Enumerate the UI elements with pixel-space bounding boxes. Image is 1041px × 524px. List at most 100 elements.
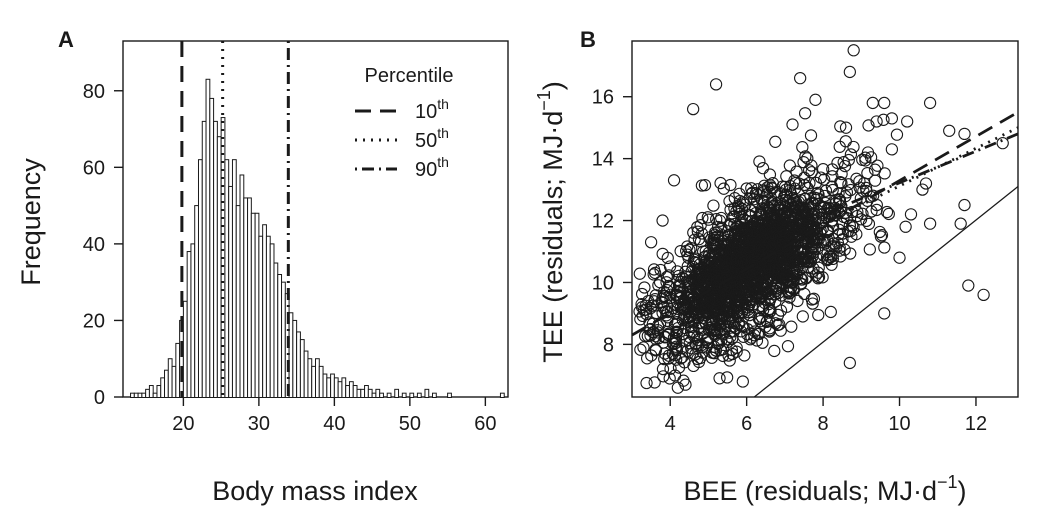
panel-a-letter: A — [58, 27, 74, 52]
panel-a-x-axis-title: Body mass index — [212, 476, 418, 506]
y-tick-label: 60 — [83, 157, 105, 179]
histogram-bar — [277, 274, 283, 398]
scatter-point — [839, 121, 853, 134]
scatter-point — [751, 283, 765, 296]
scatter-point — [742, 208, 756, 222]
scatter-point — [691, 299, 705, 312]
panel-b-x-axis-title: BEE (residuals; MJ·d−1) — [683, 472, 966, 506]
scatter-point — [737, 266, 750, 279]
scatter-point — [874, 230, 888, 243]
scatter-point — [806, 297, 819, 310]
histogram-bar — [360, 388, 366, 398]
scatter-point — [638, 281, 651, 294]
histogram-bar — [367, 388, 373, 398]
histogram-bar — [424, 388, 430, 398]
scatter-point — [859, 151, 872, 164]
scatter-point — [812, 308, 825, 322]
scatter-point — [778, 190, 791, 203]
scatter-point — [795, 218, 808, 231]
histogram-bar — [394, 388, 400, 398]
scatter-point — [664, 291, 677, 305]
scatter-point — [746, 220, 760, 234]
scatter-point — [709, 293, 723, 307]
scatter-point — [656, 362, 670, 376]
histogram-bar — [148, 385, 154, 399]
histogram-bar — [186, 251, 192, 398]
scatter-point — [827, 237, 841, 250]
scatter-point — [637, 341, 650, 354]
scatter-point — [834, 120, 847, 133]
scatter-point — [763, 294, 777, 307]
scatter-point — [923, 217, 937, 230]
scatter-point — [670, 289, 683, 302]
histogram-bar — [145, 388, 150, 398]
scatter-point — [736, 196, 749, 209]
histogram-bar — [250, 212, 256, 398]
x-tick-label: 10 — [888, 413, 910, 435]
scatter-point — [644, 236, 658, 249]
scatter-point — [706, 317, 720, 330]
scatter-point — [699, 299, 712, 313]
scatter-point — [977, 288, 990, 301]
scatter-point — [798, 107, 812, 120]
scatter-point — [885, 112, 899, 125]
scatter-point — [715, 211, 728, 225]
scatter-point — [835, 167, 848, 181]
scatter-point — [794, 246, 807, 259]
scatter-point — [725, 343, 739, 357]
histogram-bar — [409, 392, 415, 399]
histogram-bar — [160, 377, 166, 399]
histogram-bar — [167, 358, 173, 398]
histogram-bar — [228, 185, 233, 398]
scatter-point — [733, 220, 746, 234]
scatter-point — [689, 256, 702, 269]
scatter-point — [756, 300, 769, 313]
scatter-point — [783, 159, 796, 172]
scatter-point — [656, 214, 669, 227]
histogram-bar — [281, 281, 286, 398]
scatter-point — [785, 320, 798, 333]
histogram-bar — [348, 381, 354, 398]
scatter-point — [758, 185, 771, 198]
scatter-point — [786, 261, 799, 274]
scatter-point — [750, 255, 763, 269]
scatter-point — [732, 299, 745, 312]
scatter-point — [779, 206, 792, 219]
scatter-point — [723, 313, 736, 326]
scatter-point — [717, 182, 730, 195]
scatter-point — [818, 189, 831, 203]
histogram-bars — [130, 78, 505, 399]
scatter-point — [862, 119, 875, 132]
scatter-point — [824, 305, 837, 319]
scatter-point — [769, 295, 782, 308]
scatter-point — [806, 242, 819, 255]
scatter-point — [725, 281, 739, 295]
scatter-point — [762, 288, 775, 301]
scatter-point — [774, 281, 788, 294]
panel-b-x-axis-title-main: BEE (residuals; MJ·d — [683, 476, 937, 506]
histogram-bar — [303, 350, 309, 398]
histogram-bar — [273, 262, 279, 399]
scatter-point — [837, 156, 850, 169]
panel-a-y-axis-title: Frequency — [16, 158, 46, 286]
scatter-point — [821, 253, 834, 267]
scatter-point — [729, 321, 743, 335]
histogram-bar — [231, 159, 237, 398]
x-tick-label: 12 — [965, 413, 987, 435]
scatter-point — [809, 93, 822, 106]
scatter-point — [811, 186, 824, 200]
scatter-point — [743, 277, 757, 290]
scatter-point — [791, 268, 804, 281]
scatter-point — [864, 151, 878, 164]
scatter-point — [662, 279, 676, 293]
scatter-point — [778, 267, 791, 280]
legend-label-50: 50th — [415, 125, 449, 152]
scatter-point — [868, 174, 882, 187]
scatter-point — [954, 217, 967, 230]
scatter-point — [763, 185, 776, 198]
scatter-point — [842, 153, 855, 167]
scatter-point — [634, 343, 647, 356]
scatter-point — [705, 315, 718, 328]
scatter-point — [773, 282, 786, 295]
scatter-point — [877, 113, 890, 126]
